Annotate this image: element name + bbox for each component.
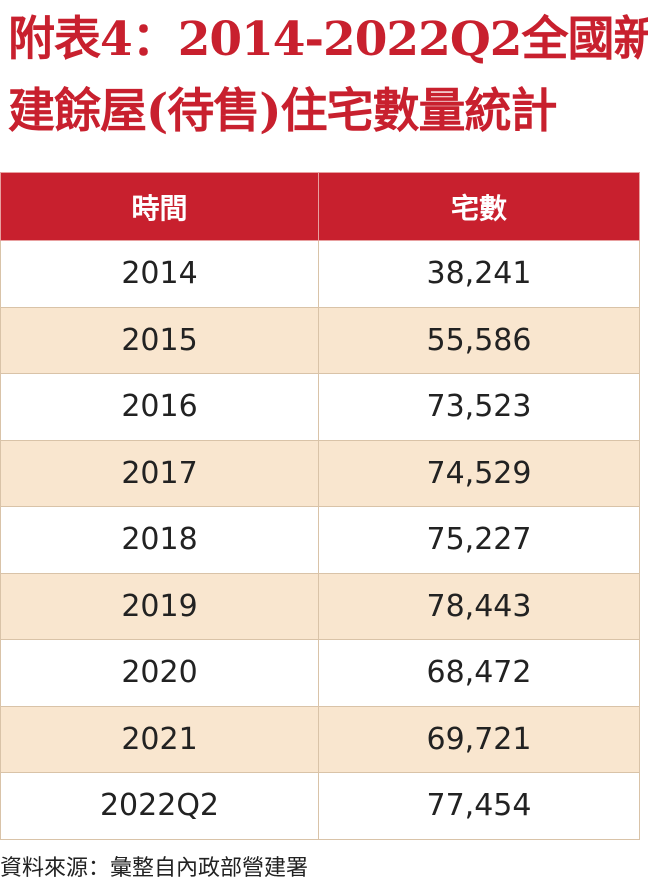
header-row: 時間 宅數 (0, 172, 640, 241)
count-cell: 69,721 (318, 705, 640, 773)
period-cell: 2019 (0, 572, 319, 640)
period-cell: 2014 (0, 240, 319, 308)
count-cell: 73,523 (318, 373, 640, 441)
table-row: 2021 69,721 (0, 705, 640, 773)
table-row: 2020 68,472 (0, 639, 640, 707)
period-cell: 2016 (0, 373, 319, 441)
table-row: 2019 78,443 (0, 572, 640, 640)
period-cell: 2022Q2 (0, 772, 319, 840)
title: 附表4：2014-2022Q2全國新 建餘屋(待售)住宅數量統計 (8, 4, 648, 148)
period-cell: 2020 (0, 639, 319, 707)
count-cell: 55,586 (318, 306, 640, 374)
table-row: 2015 55,586 (0, 306, 640, 374)
count-cell: 38,241 (318, 240, 640, 308)
title-line: 附表4：2014-2022Q2全國新 (8, 12, 648, 67)
table-body: 2014 38,241 2015 55,586 2016 73,523 2017 74,529… (0, 240, 640, 840)
count-cell: 78,443 (318, 572, 640, 640)
table-row: 2016 73,523 (0, 373, 640, 441)
table-row: 2022Q2 77,454 (0, 772, 640, 840)
period-cell: 2018 (0, 506, 319, 574)
period-cell: 2021 (0, 705, 319, 773)
source-note: 資料來源：彙整自內政部營建署 (0, 856, 309, 881)
count-cell: 68,472 (318, 639, 640, 707)
column-header: 時間 (0, 172, 319, 241)
count-cell: 77,454 (318, 772, 640, 840)
count-cell: 75,227 (318, 506, 640, 574)
table-row: 2017 74,529 (0, 439, 640, 507)
data-table: 時間 宅數 2014 38,241 2015 55,586 2016 73,523 2017… (0, 172, 640, 840)
table-row: 2014 38,241 (0, 240, 640, 308)
count-cell: 74,529 (318, 439, 640, 507)
table-row: 2018 75,227 (0, 506, 640, 574)
period-cell: 2015 (0, 306, 319, 374)
period-cell: 2017 (0, 439, 319, 507)
column-header: 宅數 (318, 172, 640, 241)
title-line: 建餘屋(待售)住宅數量統計 (8, 84, 557, 139)
